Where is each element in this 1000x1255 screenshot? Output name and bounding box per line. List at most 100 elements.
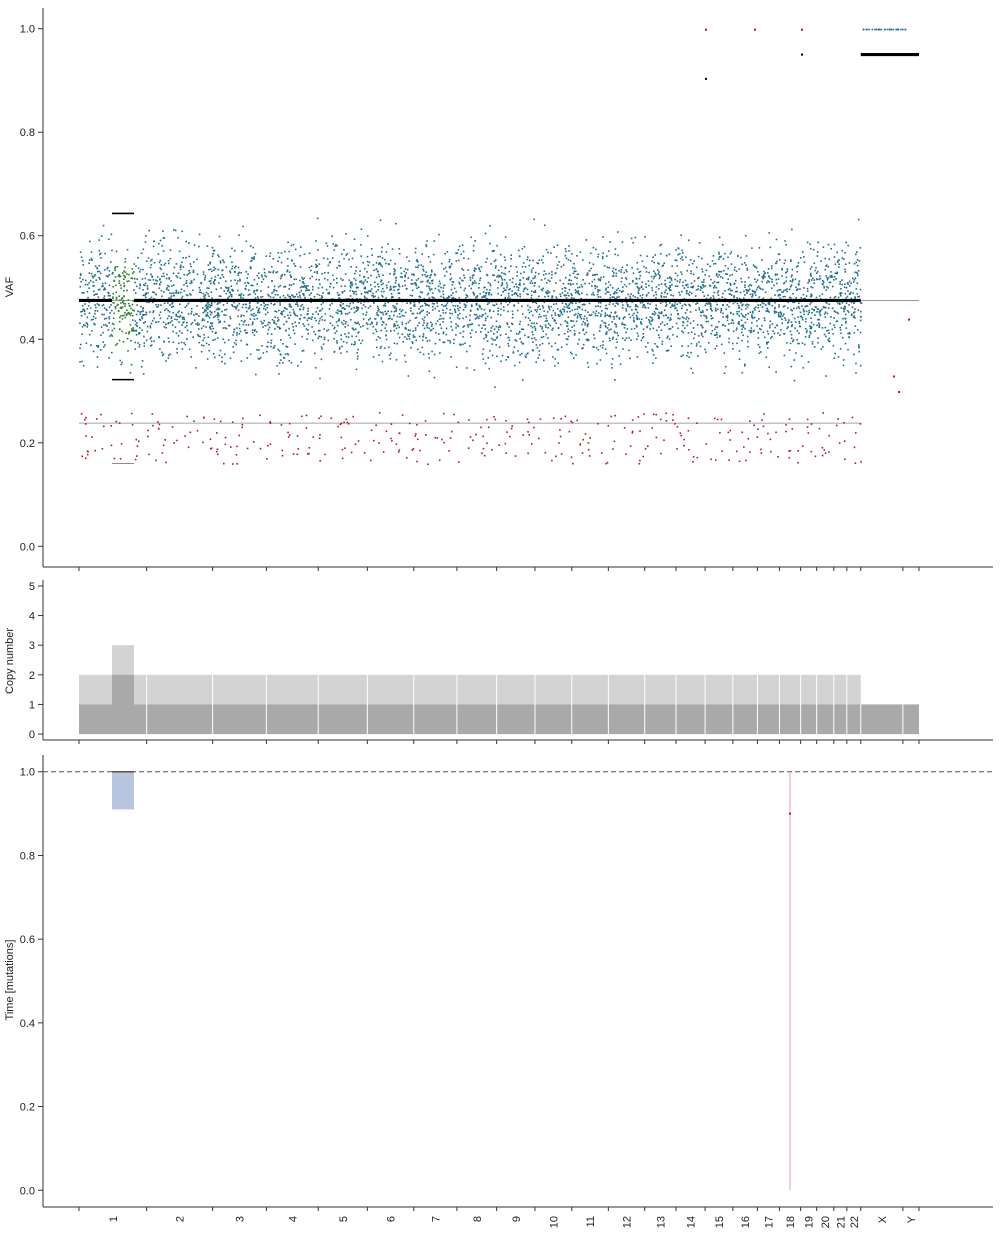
- vaf-point: [595, 274, 597, 276]
- vaf-point: [314, 271, 316, 273]
- vaf-point: [405, 312, 407, 314]
- vaf-point: [512, 282, 514, 284]
- vaf-point: [690, 286, 692, 288]
- vaf-point: [273, 320, 275, 322]
- vaf-point: [718, 321, 720, 323]
- vaf-point: [779, 334, 781, 336]
- vaf-point: [211, 323, 213, 325]
- vaf-point: [395, 223, 397, 225]
- vaf-point: [364, 296, 366, 298]
- vaf-point: [841, 284, 843, 286]
- vaf-point: [743, 291, 745, 293]
- vaf-point: [90, 280, 92, 282]
- vaf-point: [738, 311, 740, 313]
- vaf-point: [102, 341, 104, 343]
- vaf-point: [103, 289, 105, 291]
- vaf-point: [547, 327, 549, 329]
- vaf-point: [147, 331, 149, 333]
- vaf-point: [649, 322, 651, 324]
- vaf-point: [212, 331, 214, 333]
- vaf-point: [203, 273, 205, 275]
- vaf-point: [201, 283, 203, 285]
- vaf-point: [368, 261, 370, 263]
- vaf-point: [420, 306, 422, 308]
- vaf-point: [497, 313, 499, 315]
- vaf-point: [147, 285, 149, 287]
- vaf-point: [643, 336, 645, 338]
- vaf-point: [558, 334, 560, 336]
- vaf-point: [186, 274, 188, 276]
- vaf-point: [799, 280, 801, 282]
- vaf-point: [476, 304, 478, 306]
- vaf-point: [554, 273, 556, 275]
- vaf-point: [793, 359, 795, 361]
- vaf-point: [642, 306, 644, 308]
- vaf-point: [626, 271, 628, 273]
- vaf-point: [417, 349, 419, 351]
- vaf-point: [835, 278, 837, 280]
- vaf-point: [381, 346, 383, 348]
- vaf-point: [685, 304, 687, 306]
- vaf-point: [643, 328, 645, 330]
- vaf-point: [80, 273, 82, 275]
- vaf-point: [91, 330, 93, 332]
- vaf-point: [761, 259, 763, 261]
- vaf-point: [114, 269, 116, 271]
- vaf-point: [322, 302, 324, 304]
- vaf-point: [391, 318, 393, 320]
- vaf-point: [425, 304, 427, 306]
- vaf-point: [218, 282, 220, 284]
- vaf-point: [747, 346, 749, 348]
- vaf-point: [214, 357, 216, 359]
- vaf-point: [582, 259, 584, 261]
- vaf-point: [195, 367, 197, 369]
- vaf-point: [731, 274, 733, 276]
- vaf-point: [228, 289, 230, 291]
- vaf-subclonal-point: [190, 432, 192, 434]
- vaf-point: [139, 285, 141, 287]
- vaf-point: [498, 276, 500, 278]
- vaf-point: [546, 320, 548, 322]
- vaf-point: [742, 372, 744, 374]
- vaf-point: [309, 278, 311, 280]
- vaf-point: [763, 276, 765, 278]
- vaf-point: [295, 303, 297, 305]
- vaf-point: [186, 322, 188, 324]
- vaf-point: [727, 257, 729, 259]
- vaf-point: [779, 259, 781, 261]
- vaf-point: [420, 291, 422, 293]
- vaf-subclonal-point: [565, 416, 567, 418]
- vaf-point: [735, 280, 737, 282]
- vaf-point: [772, 323, 774, 325]
- vaf-point: [224, 309, 226, 311]
- vaf-point: [351, 308, 353, 310]
- vaf-point: [564, 294, 566, 296]
- vaf-point: [529, 307, 531, 309]
- vaf-point: [534, 337, 536, 339]
- vaf-point: [780, 297, 782, 299]
- vaf-point: [97, 310, 99, 312]
- vaf-point: [220, 262, 222, 264]
- vaf-point: [421, 253, 423, 255]
- vaf-point: [551, 271, 553, 273]
- vaf-point: [98, 345, 100, 347]
- vaf-point: [95, 279, 97, 281]
- vaf-point: [303, 293, 305, 295]
- vaf-point: [382, 257, 384, 259]
- vaf-point: [565, 248, 567, 250]
- vaf-point: [551, 274, 553, 276]
- vaf-point: [169, 353, 171, 355]
- vaf-point: [597, 256, 599, 258]
- vaf-point: [511, 294, 513, 296]
- vaf-point: [621, 281, 623, 283]
- vaf-subclonal-point: [375, 424, 377, 426]
- vaf-point: [103, 314, 105, 316]
- vaf-point: [463, 251, 465, 253]
- vaf-point: [84, 303, 86, 305]
- vaf-point: [479, 269, 481, 271]
- vaf-point: [632, 295, 634, 297]
- vaf-point: [816, 272, 818, 274]
- vaf-point: [319, 330, 321, 332]
- vaf-point: [204, 279, 206, 281]
- vaf-point: [733, 295, 735, 297]
